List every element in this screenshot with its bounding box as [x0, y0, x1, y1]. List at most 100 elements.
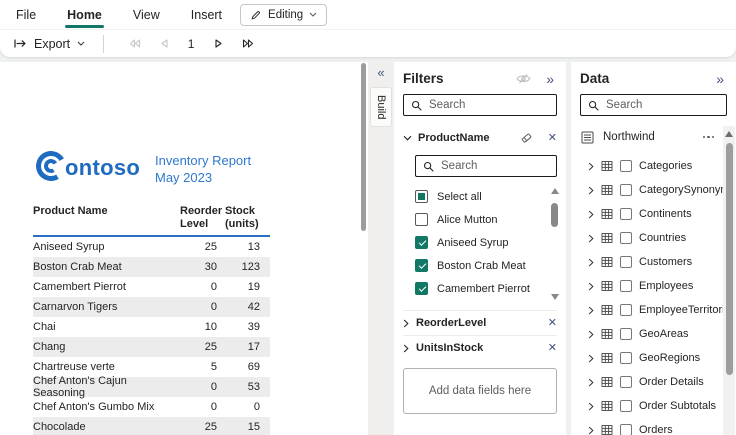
chevron-down-icon[interactable] — [403, 135, 412, 141]
table-grid-icon — [601, 328, 613, 340]
scroll-up-icon[interactable] — [725, 131, 733, 137]
filter-value-label: Boston Crab Meat — [437, 260, 526, 272]
scroll-up-icon[interactable] — [551, 188, 559, 194]
table-checkbox[interactable] — [620, 256, 632, 268]
table-checkbox[interactable] — [620, 424, 632, 435]
expand-pane-icon[interactable]: « — [369, 62, 393, 80]
table-checkbox[interactable] — [620, 376, 632, 388]
scroll-down-icon[interactable] — [551, 294, 559, 300]
menu-tab[interactable]: Home — [65, 6, 104, 24]
next-page-button[interactable] — [204, 33, 233, 55]
more-options-icon[interactable] — [703, 136, 715, 139]
data-table-row[interactable]: GeoRegions — [571, 346, 736, 370]
data-table-row[interactable]: CategorySynonyms — [571, 178, 736, 202]
chevron-right-icon[interactable] — [588, 162, 594, 171]
data-table-row[interactable]: Countries — [571, 226, 736, 250]
table-checkbox[interactable] — [620, 280, 632, 292]
collapse-data-pane-icon[interactable] — [716, 72, 724, 86]
filter-value-checkbox[interactable] — [415, 213, 428, 226]
table-checkbox[interactable] — [620, 160, 632, 172]
chevron-right-icon[interactable] — [588, 402, 594, 411]
table-checkbox[interactable] — [620, 328, 632, 340]
collapsed-filter-card[interactable]: UnitsInStock — [403, 335, 557, 360]
filter-value-checkbox[interactable] — [415, 190, 428, 203]
hide-filters-icon[interactable] — [516, 73, 531, 85]
data-scroll-thumb[interactable] — [726, 143, 733, 375]
filter-value-row[interactable]: Boston Crab Meat — [415, 254, 566, 277]
chevron-right-icon[interactable] — [588, 378, 594, 387]
filter-values: Select all Alice Mutton Aniseed Syrup — [415, 185, 566, 300]
editing-mode-button[interactable]: Editing — [240, 4, 327, 26]
chevron-right-icon[interactable] — [588, 210, 594, 219]
previous-page-button[interactable] — [149, 33, 178, 55]
filter-list-scrollbar[interactable] — [550, 188, 559, 300]
filter-value-checkbox[interactable] — [415, 282, 428, 295]
data-table-row[interactable]: Categories — [571, 154, 736, 178]
remove-filter-icon[interactable] — [548, 133, 557, 144]
cell-reorder-level: 0 — [180, 301, 217, 313]
table-checkbox[interactable] — [620, 184, 632, 196]
data-pane-scrollbar[interactable] — [723, 126, 735, 435]
cell-product-name: Boston Crab Meat — [33, 261, 180, 273]
inventory-table[interactable]: Product Name Reorder Level Stock (units)… — [33, 205, 270, 435]
chevron-right-icon[interactable] — [403, 319, 409, 328]
last-page-button[interactable] — [233, 33, 262, 55]
chevron-right-icon[interactable] — [588, 258, 594, 267]
cell-product-name: Camembert Pierrot — [33, 281, 180, 293]
table-name-label: Order Subtotals — [639, 400, 716, 412]
add-data-fields-dropzone[interactable]: Add data fields here — [403, 368, 557, 414]
contoso-logo-text: ontoso — [65, 155, 140, 181]
table-checkbox[interactable] — [620, 304, 632, 316]
chevron-right-icon[interactable] — [588, 354, 594, 363]
data-table-row[interactable]: Order Details — [571, 370, 736, 394]
filter-card-productname[interactable]: ProductName — [403, 129, 557, 147]
filter-value-row[interactable]: Aniseed Syrup — [415, 231, 566, 254]
build-pane-strip: « Build — [369, 62, 393, 435]
data-table-row[interactable]: Orders — [571, 418, 736, 435]
remove-filter-icon[interactable] — [548, 318, 557, 329]
filters-search-input[interactable] — [429, 99, 549, 111]
chevron-right-icon[interactable] — [588, 330, 594, 339]
table-name-label: EmployeeTerritori… — [639, 304, 736, 316]
semantic-model-row[interactable]: Northwind — [581, 128, 714, 146]
chevron-right-icon[interactable] — [588, 306, 594, 315]
data-table-row[interactable]: Employees — [571, 274, 736, 298]
data-table-row[interactable]: Continents — [571, 202, 736, 226]
data-table-row[interactable]: GeoAreas — [571, 322, 736, 346]
clear-filter-eraser-icon[interactable] — [520, 132, 533, 144]
filter-value-checkbox[interactable] — [415, 236, 428, 249]
collapse-filters-pane-icon[interactable] — [546, 72, 554, 86]
first-page-button[interactable] — [120, 33, 149, 55]
menu-tab[interactable]: Insert — [189, 6, 224, 24]
table-checkbox[interactable] — [620, 400, 632, 412]
data-search-input[interactable] — [606, 99, 719, 111]
filter-value-label: Camembert Pierrot — [437, 283, 530, 295]
productname-search-input[interactable] — [441, 160, 549, 172]
filter-value-checkbox[interactable] — [415, 259, 428, 272]
export-button[interactable]: Export — [13, 37, 85, 51]
data-table-row[interactable]: Order Subtotals — [571, 394, 736, 418]
filter-value-row[interactable]: Alice Mutton — [415, 208, 566, 231]
chevron-right-icon[interactable] — [403, 344, 409, 353]
remove-filter-icon[interactable] — [548, 343, 557, 354]
filter-value-row[interactable]: Camembert Pierrot — [415, 277, 566, 300]
filter-list-scroll-thumb[interactable] — [551, 203, 558, 227]
filter-value-row[interactable]: Select all — [415, 185, 566, 208]
chevron-right-icon[interactable] — [588, 234, 594, 243]
table-checkbox[interactable] — [620, 208, 632, 220]
data-table-row[interactable]: EmployeeTerritori… — [571, 298, 736, 322]
chevron-right-icon[interactable] — [588, 426, 594, 435]
table-checkbox[interactable] — [620, 352, 632, 364]
chevron-right-icon[interactable] — [588, 186, 594, 195]
menu-bar: File Home View Insert — [0, 0, 736, 29]
table-checkbox[interactable] — [620, 232, 632, 244]
data-table-row[interactable]: Customers — [571, 250, 736, 274]
build-tab[interactable]: Build — [370, 87, 392, 127]
menu-tab[interactable]: File — [14, 6, 38, 24]
collapsed-filter-card[interactable]: ReorderLevel — [403, 310, 557, 335]
table-row: Camembert Pierrot 0 19 — [33, 277, 270, 297]
menu-tab[interactable]: View — [131, 6, 162, 24]
chevron-right-icon[interactable] — [588, 282, 594, 291]
search-icon — [423, 161, 434, 172]
canvas-scrollbar[interactable] — [361, 63, 366, 231]
